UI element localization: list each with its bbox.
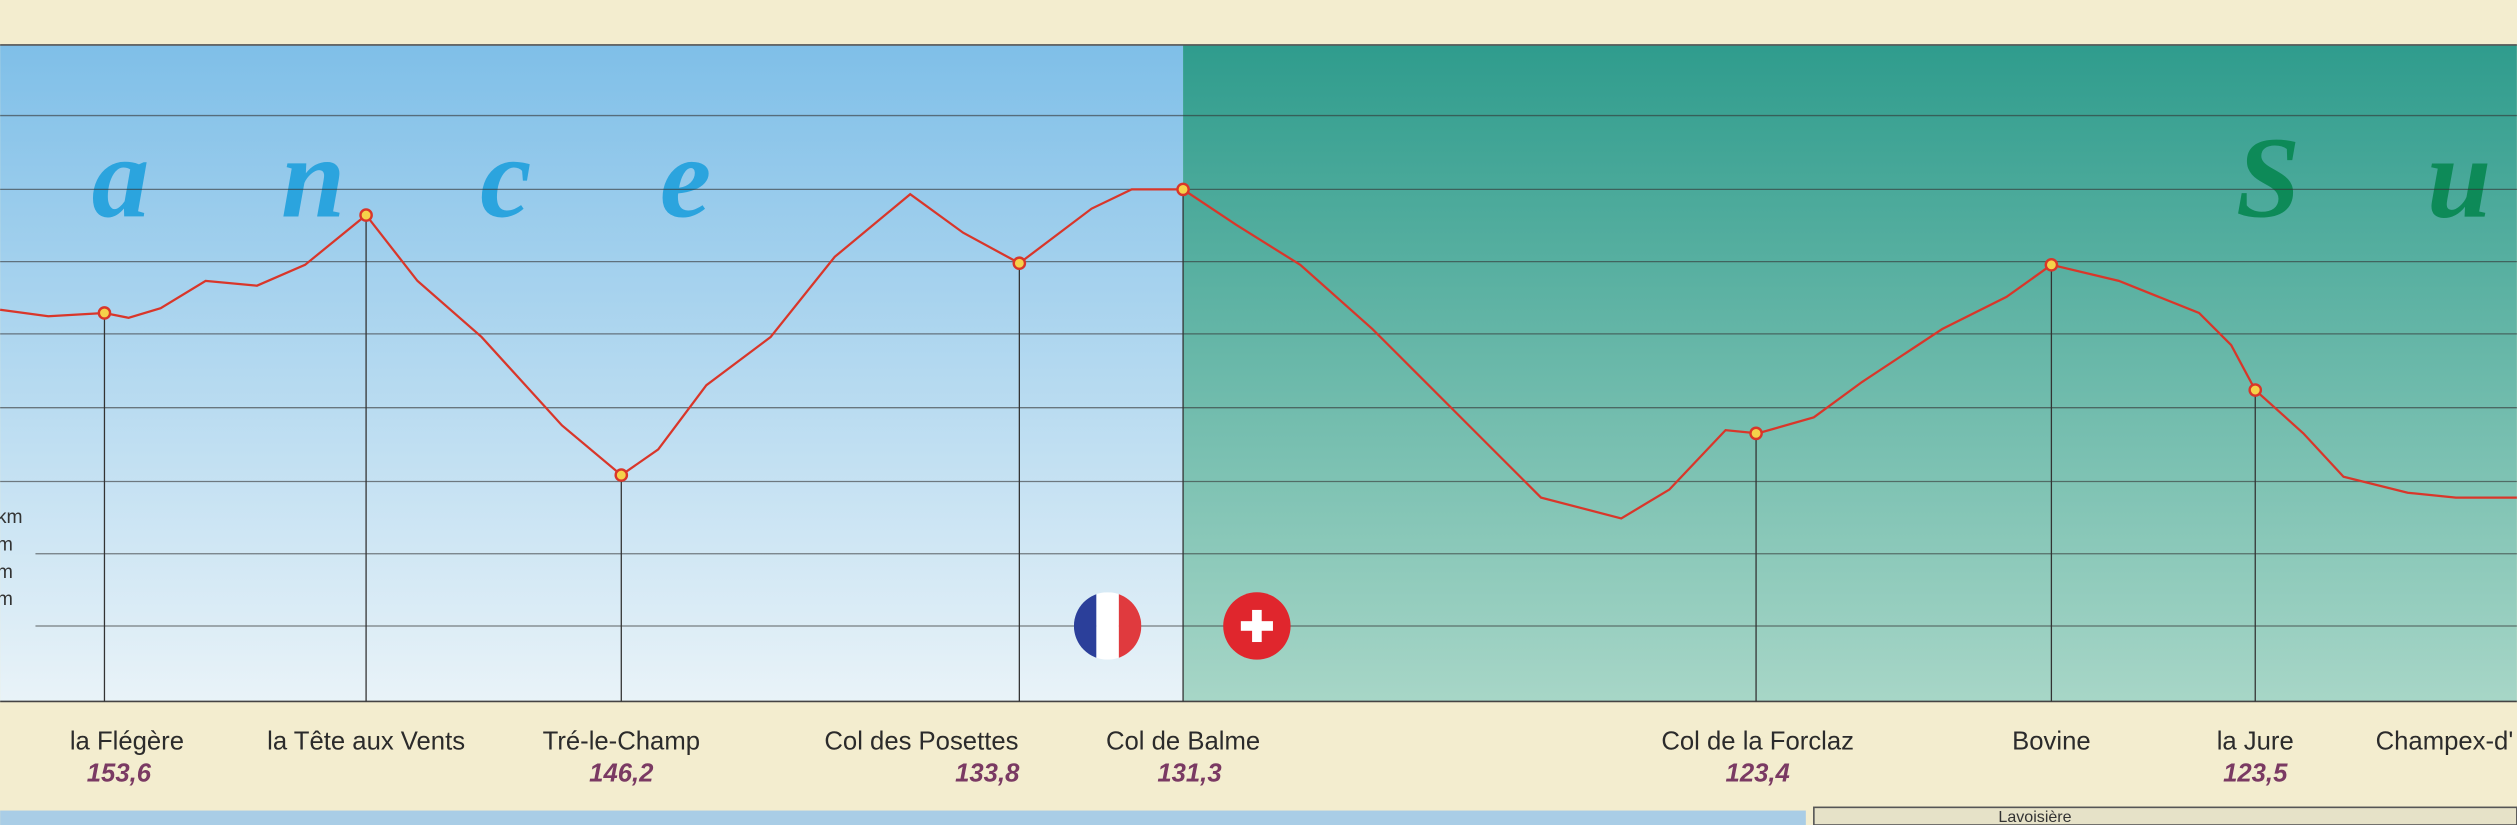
waypoint-name: Col de Balme — [1106, 728, 1260, 756]
waypoint-km: 123,4 — [1726, 760, 1790, 788]
waypoint-name: Champex-d' — [2376, 728, 2514, 756]
waypoint-dot — [2044, 258, 2059, 272]
waypoint-km: 131,3 — [1157, 760, 1221, 788]
waypoint-name: la Jure — [2217, 728, 2294, 756]
axis-unit: m — [0, 562, 13, 583]
axis-unit: m — [0, 589, 13, 610]
waypoint-km: 133,8 — [955, 760, 1020, 788]
waypoint-dot — [1749, 426, 1763, 441]
waypoint-name: Bovine — [2012, 728, 2090, 756]
country-letter: n — [281, 114, 345, 242]
waypoint-name: Col des Posettes — [824, 728, 1018, 756]
map-label: Lavoisière — [1998, 808, 2071, 825]
waypoint-km: 153,6 — [87, 760, 152, 788]
waypoint-dot — [97, 306, 112, 320]
country-letter: c — [480, 114, 531, 242]
waypoint-dot — [359, 208, 373, 222]
bottom-strip — [0, 810, 1806, 825]
waypoint-dot — [1176, 182, 1190, 197]
waypoint-name: Col de la Forclaz — [1661, 728, 1854, 756]
waypoint-name: Tré-le-Champ — [543, 728, 700, 756]
waypoint-dot — [614, 468, 629, 482]
country-letter: e — [660, 114, 711, 242]
flag-suisse — [1223, 592, 1291, 660]
profile-line — [0, 188, 2517, 520]
map-fragment — [1813, 806, 2517, 825]
waypoint-dot — [1012, 256, 1027, 271]
flag-france — [1073, 592, 1142, 660]
country-letter: u — [2427, 114, 2491, 242]
axis-unit: km — [0, 507, 23, 528]
waypoint-name: la Flégère — [70, 728, 184, 756]
sky-france — [0, 44, 1184, 702]
waypoint-dot — [2248, 383, 2263, 397]
axis-unit: m — [0, 535, 13, 556]
country-letter: S — [2236, 114, 2300, 242]
waypoint-km: 123,5 — [2223, 760, 2288, 788]
sky-suisse — [1183, 44, 2517, 702]
country-letter: a — [92, 114, 150, 242]
waypoint-km: 146,2 — [589, 760, 654, 788]
waypoint-name: la Tête aux Vents — [267, 728, 465, 756]
